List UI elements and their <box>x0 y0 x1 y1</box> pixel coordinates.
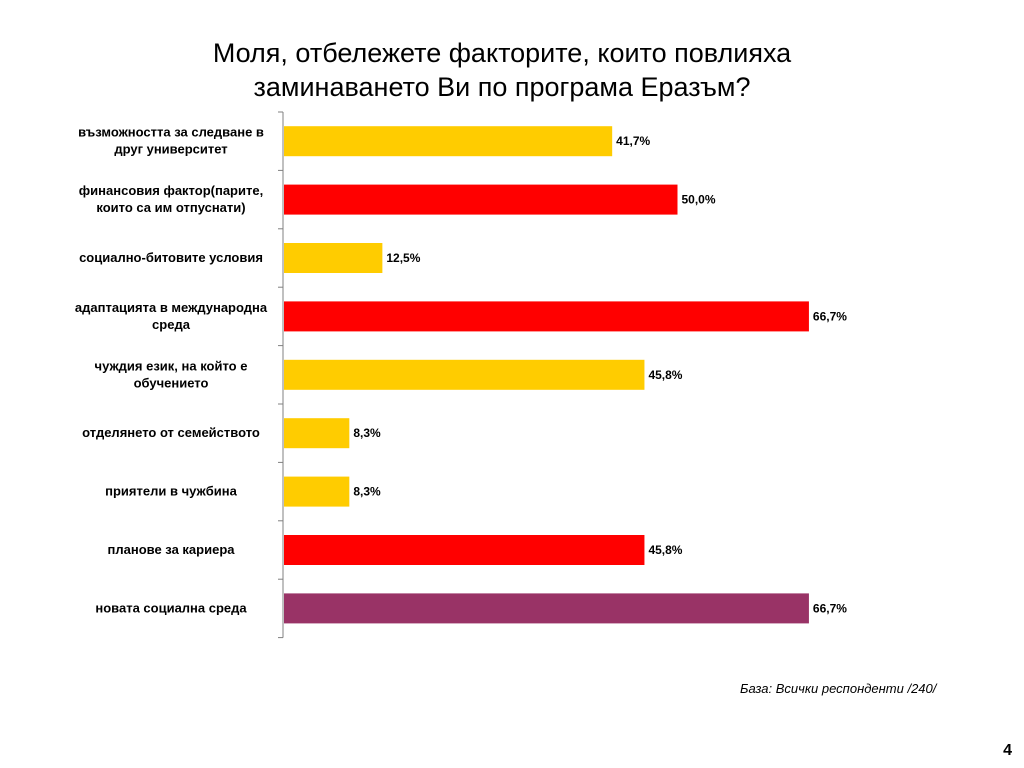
category-label: новата социална среда <box>95 600 247 615</box>
category-label-line: възможността за следване в <box>78 125 264 140</box>
category-label: отделянето от семейството <box>82 425 260 440</box>
data-label: 8,3% <box>353 426 381 440</box>
data-label: 45,8% <box>648 543 682 557</box>
chart-title: Моля, отбележете факторите, които повлия… <box>112 36 892 104</box>
bar <box>284 535 645 565</box>
data-label: 66,7% <box>813 601 847 615</box>
data-label: 12,5% <box>386 251 420 265</box>
category-label-line: планове за кариера <box>108 542 236 557</box>
bar <box>284 301 809 332</box>
category-label: планове за кариера <box>108 542 236 557</box>
data-label: 41,7% <box>616 134 650 148</box>
page-number: 4 <box>1003 742 1012 759</box>
bar <box>284 126 613 157</box>
category-label: чуждия език, на който е обучението <box>95 358 248 390</box>
bar <box>284 593 809 624</box>
category-label-line: социално-битовите условия <box>79 250 263 265</box>
category-label: възможността за следване в друг университ… <box>78 125 264 157</box>
bar <box>284 418 350 449</box>
category-label-line: друг университет <box>114 142 227 157</box>
category-label: приятели в чужбина <box>105 484 237 499</box>
category-label-line: новата социална среда <box>95 600 247 615</box>
category-label-line: среда <box>152 317 191 332</box>
bar <box>284 359 645 390</box>
category-label-line: обучението <box>134 375 209 390</box>
bar <box>284 184 678 215</box>
chart-title-line-1: Моля, отбележете факторите, които повлия… <box>212 38 792 68</box>
bar <box>284 476 350 507</box>
data-label: 45,8% <box>648 368 682 382</box>
data-label: 50,0% <box>682 193 716 207</box>
category-label: социално-битовите условия <box>79 250 263 265</box>
data-label: 66,7% <box>813 309 847 323</box>
category-label-line: адаптацията в международна <box>75 300 268 315</box>
data-label: 8,3% <box>353 485 381 499</box>
category-label: адаптацията в международна среда <box>75 300 268 332</box>
category-label-line: които са им отпуснати) <box>96 200 245 215</box>
category-label: финансовия фактор(парите, които са им отп… <box>79 183 263 215</box>
base-note: База: Всички респонденти /240/ <box>740 681 937 696</box>
category-label-line: приятели в чужбина <box>105 484 237 499</box>
category-label-line: финансовия фактор(парите, <box>79 183 263 198</box>
chart-title-line-2: заминаването Ви по програма Еразъм? <box>253 72 751 102</box>
category-label-line: отделянето от семейството <box>82 425 260 440</box>
category-label-line: чуждия език, на който е <box>95 358 248 373</box>
bar <box>284 243 383 273</box>
